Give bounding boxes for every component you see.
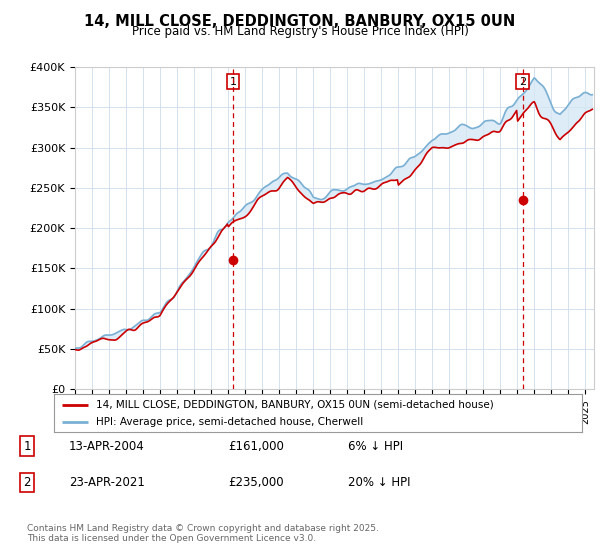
Text: Contains HM Land Registry data © Crown copyright and database right 2025.
This d: Contains HM Land Registry data © Crown c… bbox=[27, 524, 379, 543]
Text: 1: 1 bbox=[23, 440, 31, 452]
Text: 2: 2 bbox=[23, 476, 31, 489]
Text: 6% ↓ HPI: 6% ↓ HPI bbox=[348, 440, 403, 452]
Text: 14, MILL CLOSE, DEDDINGTON, BANBURY, OX15 0UN (semi-detached house): 14, MILL CLOSE, DEDDINGTON, BANBURY, OX1… bbox=[96, 399, 494, 409]
Text: £235,000: £235,000 bbox=[228, 476, 284, 489]
Text: 20% ↓ HPI: 20% ↓ HPI bbox=[348, 476, 410, 489]
Text: 2: 2 bbox=[519, 77, 526, 87]
Text: 1: 1 bbox=[229, 77, 236, 87]
Text: 23-APR-2021: 23-APR-2021 bbox=[69, 476, 145, 489]
Text: 14, MILL CLOSE, DEDDINGTON, BANBURY, OX15 0UN: 14, MILL CLOSE, DEDDINGTON, BANBURY, OX1… bbox=[85, 14, 515, 29]
Text: 13-APR-2004: 13-APR-2004 bbox=[69, 440, 145, 452]
Text: Price paid vs. HM Land Registry's House Price Index (HPI): Price paid vs. HM Land Registry's House … bbox=[131, 25, 469, 38]
Text: £161,000: £161,000 bbox=[228, 440, 284, 452]
Text: HPI: Average price, semi-detached house, Cherwell: HPI: Average price, semi-detached house,… bbox=[96, 417, 364, 427]
